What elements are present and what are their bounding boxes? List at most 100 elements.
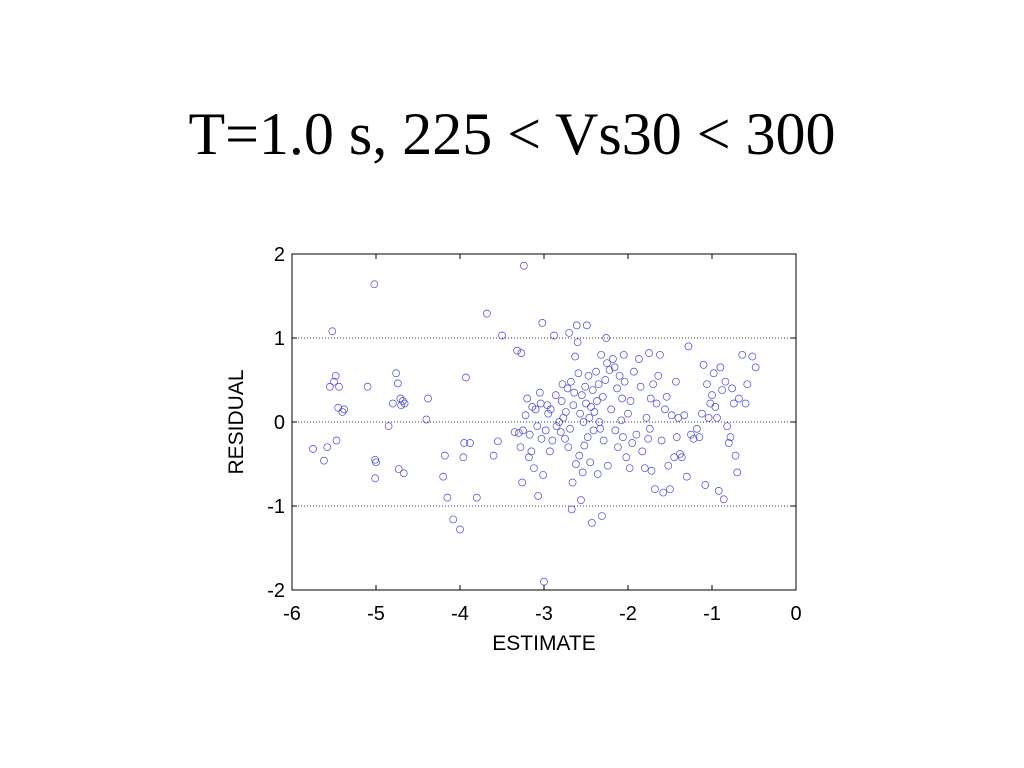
data-point xyxy=(662,392,671,401)
data-point xyxy=(546,447,554,456)
x-tick-labels: -6 -5 -4 -3 -2 -1 0 xyxy=(283,603,801,625)
data-point xyxy=(370,280,379,289)
data-point xyxy=(472,493,481,502)
data-point xyxy=(558,380,567,389)
data-point xyxy=(615,371,624,380)
data-point xyxy=(371,474,380,483)
data-point xyxy=(644,434,653,443)
data-point xyxy=(597,350,605,359)
data-point xyxy=(723,422,731,431)
data-point xyxy=(533,422,542,431)
y-tick-label: -2 xyxy=(267,580,285,602)
data-point xyxy=(607,405,616,414)
data-point xyxy=(513,346,521,355)
data-point xyxy=(399,469,408,478)
data-point xyxy=(540,577,548,586)
data-point xyxy=(574,369,583,378)
data-point xyxy=(728,384,737,393)
data-point xyxy=(568,478,577,487)
data-point xyxy=(588,386,597,394)
data-point xyxy=(729,399,738,408)
data-point xyxy=(328,327,337,336)
data-point xyxy=(611,426,620,435)
y-tick-label: 2 xyxy=(274,244,285,266)
data-point xyxy=(713,413,721,422)
data-point xyxy=(735,394,743,403)
data-point xyxy=(565,329,574,337)
data-point xyxy=(594,380,603,389)
data-point xyxy=(519,426,527,435)
data-point xyxy=(657,436,666,445)
data-point xyxy=(577,391,586,399)
data-point xyxy=(593,397,601,405)
y-tick-labels: 2 1 0 -1 -2 xyxy=(267,244,285,602)
data-point xyxy=(726,433,735,441)
data-point xyxy=(424,394,432,403)
data-point xyxy=(550,331,558,340)
data-point xyxy=(422,415,431,424)
data-point xyxy=(586,458,595,467)
data-point xyxy=(582,399,590,408)
data-point xyxy=(489,451,498,460)
data-point xyxy=(459,453,468,462)
data-point xyxy=(636,382,645,391)
data-point xyxy=(572,460,580,468)
x-tick-label: -4 xyxy=(451,603,469,625)
data-point xyxy=(569,401,578,410)
data-point xyxy=(620,377,629,386)
data-point xyxy=(441,451,449,460)
data-points xyxy=(309,261,760,586)
data-point xyxy=(622,453,631,462)
data-point xyxy=(564,443,573,452)
data-point xyxy=(589,426,598,435)
data-point xyxy=(703,380,711,389)
data-point xyxy=(699,361,708,369)
data-point xyxy=(517,349,526,357)
data-point xyxy=(576,409,584,418)
data-point xyxy=(548,436,557,445)
data-point xyxy=(521,411,530,420)
data-point xyxy=(466,439,474,447)
data-point xyxy=(567,505,576,514)
data-point xyxy=(525,430,534,439)
data-point xyxy=(661,405,669,414)
data-point xyxy=(719,495,728,504)
data-point xyxy=(456,525,464,534)
data-point xyxy=(624,409,632,418)
data-point xyxy=(400,399,409,408)
data-point xyxy=(743,380,752,389)
data-point xyxy=(718,386,726,394)
data-point xyxy=(667,411,676,420)
data-point xyxy=(584,371,593,380)
data-point xyxy=(552,422,561,431)
data-point xyxy=(731,451,740,460)
data-point xyxy=(561,408,570,416)
data-point xyxy=(541,426,550,435)
data-point xyxy=(651,485,659,494)
data-point xyxy=(538,319,547,327)
data-point xyxy=(670,453,679,462)
data-point xyxy=(519,261,528,270)
data-point xyxy=(399,397,407,405)
data-point xyxy=(514,429,523,437)
data-point xyxy=(439,472,448,481)
data-point xyxy=(695,433,704,441)
data-point xyxy=(659,488,668,497)
data-point xyxy=(603,359,611,368)
data-point xyxy=(738,350,747,359)
data-point xyxy=(462,373,470,382)
data-point xyxy=(687,430,695,439)
data-point xyxy=(603,461,612,470)
data-point xyxy=(384,422,393,431)
data-point xyxy=(721,377,730,386)
data-point xyxy=(666,485,674,494)
data-point xyxy=(689,434,698,443)
data-point xyxy=(578,468,587,477)
y-tick-label: 1 xyxy=(274,328,285,350)
data-point xyxy=(628,439,637,447)
data-point xyxy=(613,384,621,393)
data-point xyxy=(535,388,544,397)
data-point xyxy=(654,371,663,380)
data-point xyxy=(320,456,328,465)
